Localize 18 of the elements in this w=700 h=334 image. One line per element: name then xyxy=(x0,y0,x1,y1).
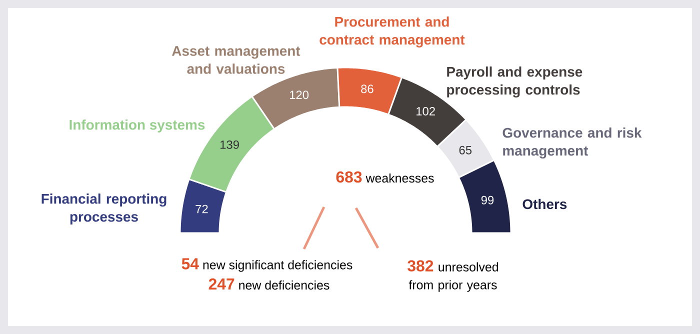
data-label: 102 xyxy=(416,107,435,116)
text: 247 new deficiencies xyxy=(208,278,330,290)
text: 382 unresolved from prior years xyxy=(408,260,498,292)
slice-label: Procurement and contract management xyxy=(320,16,465,48)
data-label: 139 xyxy=(220,140,239,149)
data-label: 99 xyxy=(481,196,494,204)
slice-label: Others xyxy=(522,198,567,210)
data-label: 86 xyxy=(361,84,374,94)
slice-label: Information systems xyxy=(70,120,205,132)
slice-label: Financial reporting processes xyxy=(42,194,166,224)
data-label: 65 xyxy=(459,146,472,154)
data-label: 72 xyxy=(196,204,208,214)
text: 54 new significant deficiencies xyxy=(182,258,352,272)
slice-label: Asset management and valuations xyxy=(172,46,300,74)
slice-label: Governance and risk management xyxy=(502,128,642,158)
text: 683 weaknesses xyxy=(336,171,434,183)
slice-label: Payroll and expense processing controls xyxy=(447,66,582,98)
data-label: 120 xyxy=(290,90,309,100)
